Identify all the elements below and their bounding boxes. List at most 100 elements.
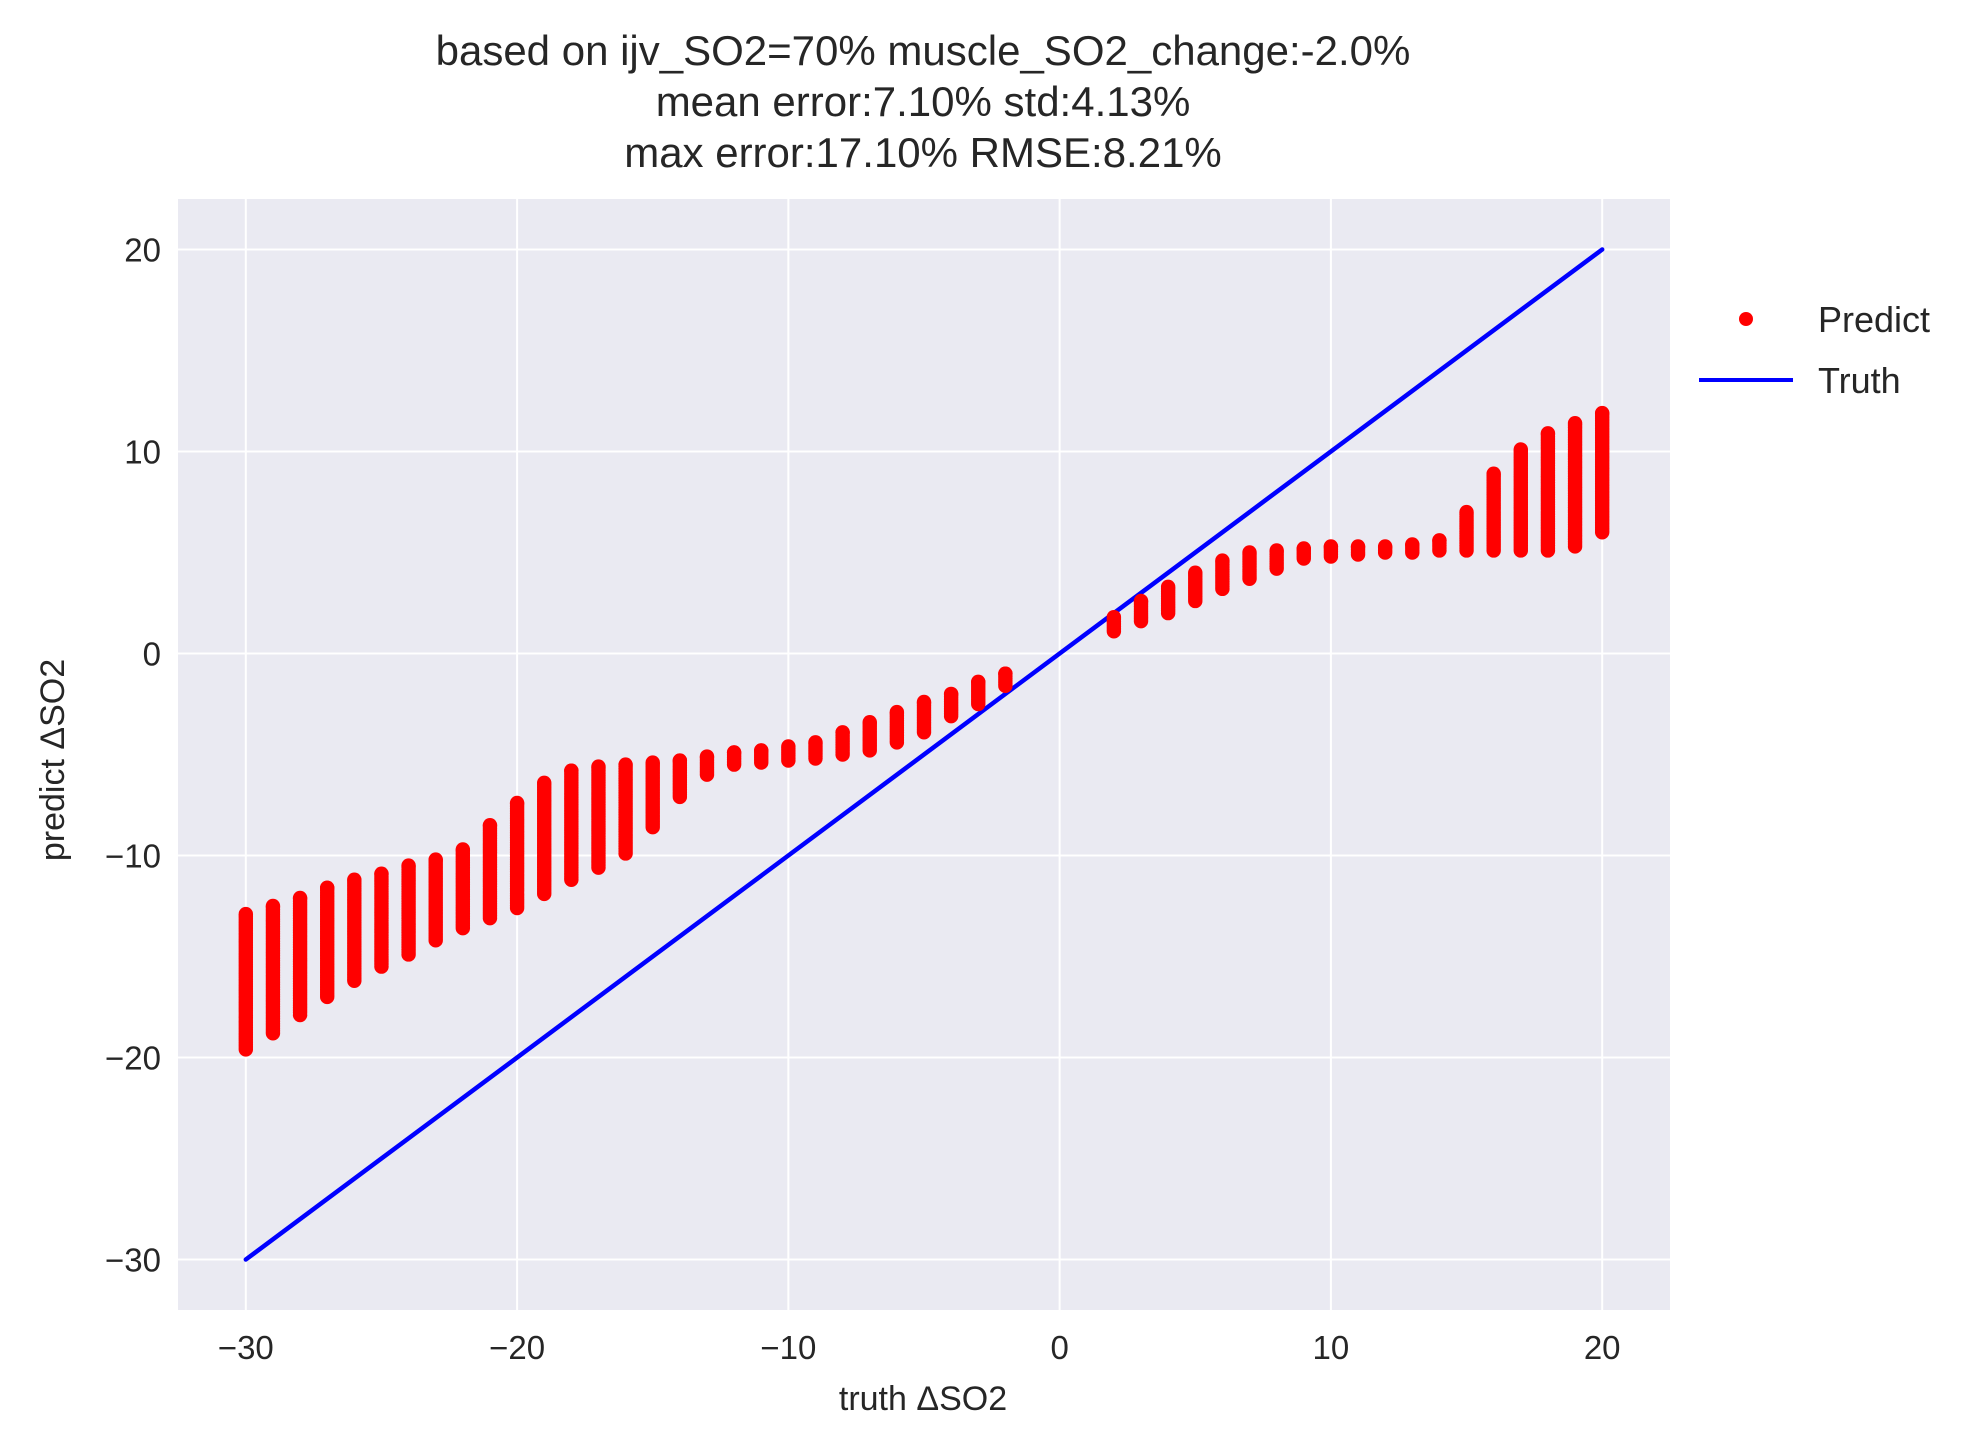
predict-column xyxy=(265,898,281,1041)
predict-point xyxy=(1513,442,1529,457)
legend-predict-marker xyxy=(1739,312,1753,326)
legend: Predict Truth xyxy=(1699,299,1930,401)
legend-truth-label: Truth xyxy=(1818,360,1901,401)
predict-column xyxy=(672,753,688,805)
predict-column xyxy=(971,674,986,712)
predict-point xyxy=(808,735,823,750)
predict-column xyxy=(238,906,254,1057)
x-axis-label: truth ΔSO2 xyxy=(839,1380,1007,1418)
predict-point xyxy=(238,906,254,922)
x-tick-label: 10 xyxy=(1313,1329,1350,1366)
predict-column xyxy=(1567,416,1583,554)
predict-column xyxy=(1296,541,1311,566)
predict-column xyxy=(428,852,443,948)
predict-column xyxy=(347,872,362,988)
predict-column xyxy=(862,714,877,758)
predict-point xyxy=(564,763,579,778)
predict-point xyxy=(265,898,281,914)
predict-column xyxy=(1459,504,1474,558)
predict-point xyxy=(1459,504,1474,520)
predict-column xyxy=(401,858,416,962)
predict-point xyxy=(889,704,905,720)
predict-column xyxy=(1133,593,1149,629)
predict-column xyxy=(1215,553,1230,597)
predict-column xyxy=(537,775,552,902)
y-tick-label: 20 xyxy=(124,232,161,269)
tick-labels: −30 −20 −10 0 10 20 −30 −20 −10 0 10 20 xyxy=(105,232,1621,1367)
predict-column xyxy=(1242,545,1257,586)
predict-point xyxy=(1377,539,1393,554)
predict-column xyxy=(808,735,823,766)
predict-column xyxy=(1188,565,1203,609)
predict-point xyxy=(1296,541,1311,556)
predict-point xyxy=(428,852,443,867)
predict-point xyxy=(1215,553,1230,568)
predict-column xyxy=(618,757,633,861)
predict-point xyxy=(726,745,742,760)
x-tick-label: −10 xyxy=(760,1329,816,1366)
predict-point xyxy=(645,755,660,770)
predict-point xyxy=(537,775,552,790)
predict-column xyxy=(835,725,850,762)
x-tick-label: −20 xyxy=(489,1329,545,1366)
y-tick-label: −20 xyxy=(105,1040,161,1077)
predict-column xyxy=(1486,466,1501,558)
predict-column xyxy=(726,745,742,772)
predict-point xyxy=(374,866,389,881)
legend-predict-label: Predict xyxy=(1818,299,1930,340)
predict-column xyxy=(1350,539,1366,562)
predict-column xyxy=(1160,579,1176,621)
predict-column xyxy=(1323,539,1339,564)
predict-column xyxy=(455,842,471,936)
predict-point xyxy=(1106,609,1122,625)
x-tick-label: −30 xyxy=(218,1329,274,1366)
predict-point xyxy=(292,890,308,906)
predict-point xyxy=(835,725,850,740)
predict-column xyxy=(1540,426,1556,558)
predict-point xyxy=(943,686,959,702)
predict-series xyxy=(238,405,1610,1057)
predict-column xyxy=(1106,609,1122,639)
predict-column xyxy=(1594,405,1610,540)
predict-column xyxy=(482,818,498,926)
predict-column xyxy=(645,755,660,835)
predict-point xyxy=(1432,533,1447,548)
predict-point xyxy=(672,753,688,768)
predict-point xyxy=(455,842,471,857)
predict-column xyxy=(998,666,1013,694)
y-tick-label: 10 xyxy=(124,434,161,471)
predict-point xyxy=(347,872,362,887)
predict-point xyxy=(591,759,606,774)
predict-point xyxy=(1540,426,1556,441)
y-axis-label: predict ΔSO2 xyxy=(34,659,72,861)
predict-point xyxy=(1350,539,1366,554)
predict-column xyxy=(943,686,959,724)
predict-point xyxy=(618,757,633,772)
predict-column xyxy=(1269,543,1284,576)
predict-point xyxy=(1160,579,1176,595)
predict-point xyxy=(916,694,932,710)
predict-point xyxy=(1323,539,1339,554)
predict-column xyxy=(1432,533,1447,558)
predict-column xyxy=(754,743,769,770)
predict-point xyxy=(1242,545,1257,560)
predict-column xyxy=(1377,539,1393,560)
x-tick-label: 0 xyxy=(1050,1329,1068,1366)
predict-point xyxy=(509,795,525,811)
predict-point xyxy=(754,743,769,758)
predict-point xyxy=(1188,565,1203,580)
predict-column xyxy=(889,704,905,750)
predict-point xyxy=(781,739,796,754)
predict-column xyxy=(591,759,606,875)
chart-title-line-1: based on ijv_SO2=70% muscle_SO2_change:-… xyxy=(436,27,1411,74)
y-tick-label: 0 xyxy=(143,636,161,673)
predict-column xyxy=(374,866,389,974)
predict-column xyxy=(699,749,715,782)
predict-point xyxy=(998,666,1013,681)
predict-column xyxy=(1513,442,1529,558)
predict-column xyxy=(292,890,308,1023)
predict-column xyxy=(509,795,525,916)
truth-series xyxy=(243,247,1605,1262)
truth-line xyxy=(243,247,1605,1262)
